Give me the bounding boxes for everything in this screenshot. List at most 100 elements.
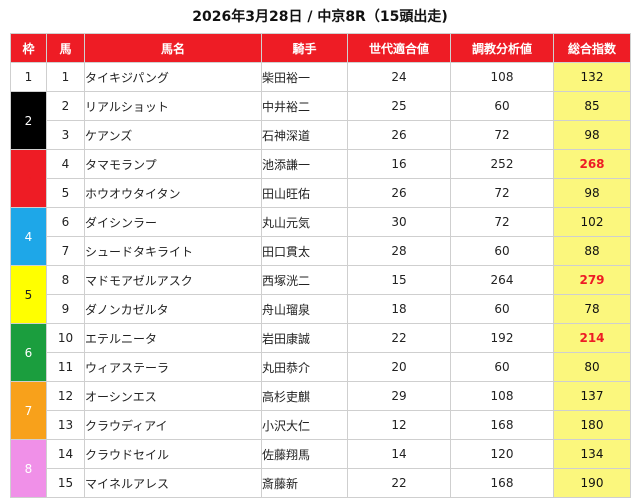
sogo-index: 85	[553, 91, 631, 121]
jockey-name: 丸田恭介	[261, 352, 348, 382]
horse-number: 13	[46, 410, 85, 440]
sogo-index: 137	[553, 381, 631, 411]
frame-cell: 3	[10, 149, 47, 208]
frame-cell: 1	[10, 62, 47, 92]
chokyo-value: 60	[450, 352, 554, 382]
horse-name: タマモランプ	[84, 149, 262, 179]
horse-number: 7	[46, 236, 85, 266]
frame-cell: 7	[10, 381, 47, 440]
sogo-index: 279	[553, 265, 631, 295]
page-title: 2026年3月28日 / 中京8R（15頭出走)	[192, 9, 448, 25]
horse-number: 1	[46, 62, 85, 92]
sedai-value: 15	[347, 265, 451, 295]
horse-name: タイキジパング	[84, 62, 262, 92]
table-row: 7 シュードタキライト 田口貫太 28 60 88	[11, 236, 631, 266]
sedai-value: 24	[347, 62, 451, 92]
header-sedai: 世代適合値	[347, 33, 451, 63]
jockey-name: 田山旺佑	[261, 178, 348, 208]
frame-cell: 2	[10, 91, 47, 150]
horse-number: 6	[46, 207, 85, 237]
chokyo-value: 192	[450, 323, 554, 353]
horse-name: ウィアステーラ	[84, 352, 262, 382]
sogo-index: 190	[553, 468, 631, 498]
jockey-name: 中井裕二	[261, 91, 348, 121]
header-name: 馬名	[84, 33, 262, 63]
sogo-index: 214	[553, 323, 631, 353]
horse-name: エテルニータ	[84, 323, 262, 353]
sedai-value: 18	[347, 294, 451, 324]
sedai-value: 14	[347, 439, 451, 469]
table-row: 7 12 オーシンエス 高杉吏麒 29 108 137	[10, 381, 631, 440]
horse-number: 15	[46, 468, 85, 498]
jockey-name: 岩田康誠	[261, 323, 348, 353]
chokyo-value: 72	[450, 207, 554, 237]
sogo-index: 98	[553, 120, 631, 150]
chokyo-value: 252	[450, 149, 554, 179]
header-row: 枠 馬 馬名 騎手 世代適合値 調教分析値 総合指数	[10, 33, 631, 63]
jockey-name: 佐藤翔馬	[261, 439, 348, 469]
chokyo-value: 60	[450, 236, 554, 266]
horse-name: マイネルアレス	[84, 468, 262, 498]
chokyo-value: 168	[450, 468, 554, 498]
horse-name: ケアンズ	[84, 120, 262, 150]
sogo-index: 88	[553, 236, 631, 266]
sogo-index: 268	[553, 149, 631, 179]
header-uma: 馬	[46, 33, 85, 63]
chokyo-value: 120	[450, 439, 554, 469]
horse-number: 8	[46, 265, 85, 295]
horse-number: 2	[46, 91, 85, 121]
chokyo-value: 264	[450, 265, 554, 295]
header-chokyo: 調教分析値	[450, 33, 554, 63]
table-row: 9 ダノンカゼルタ 舟山瑠泉 18 60 78	[11, 294, 631, 324]
chokyo-value: 60	[450, 294, 554, 324]
horse-number: 5	[46, 178, 85, 208]
horse-number: 10	[46, 323, 85, 353]
sedai-value: 28	[347, 236, 451, 266]
frame-cell: 8	[10, 439, 47, 498]
horse-number: 14	[46, 439, 85, 469]
sedai-value: 26	[347, 178, 451, 208]
table-row: 13 クラウディアイ 小沢大仁 12 168 180	[11, 410, 631, 440]
chokyo-value: 168	[450, 410, 554, 440]
sedai-value: 29	[347, 381, 451, 411]
table-row: 1 1 タイキジパング 柴田裕一 24 108 132	[10, 62, 631, 92]
sogo-index: 78	[553, 294, 631, 324]
jockey-name: 田口貫太	[261, 236, 348, 266]
sedai-value: 22	[347, 323, 451, 353]
table-row: 4 6 ダイシンラー 丸山元気 30 72 102	[10, 207, 631, 266]
table-row: 5 ホウオウタイタン 田山旺佑 26 72 98	[11, 178, 631, 208]
table-row: 2 2 リアルショット 中井裕二 25 60 85	[10, 91, 631, 150]
horse-number: 12	[46, 381, 85, 411]
sogo-index: 134	[553, 439, 631, 469]
sedai-value: 22	[347, 468, 451, 498]
horse-name: オーシンエス	[84, 381, 262, 411]
sogo-index: 180	[553, 410, 631, 440]
chokyo-value: 108	[450, 381, 554, 411]
jockey-name: 柴田裕一	[261, 62, 348, 92]
race-table: 枠 馬 馬名 騎手 世代適合値 調教分析値 総合指数 1 1 タイキジパング 柴田裕一…	[10, 33, 631, 498]
horse-name: マドモアゼルアスク	[84, 265, 262, 295]
horse-name: リアルショット	[84, 91, 262, 121]
sedai-value: 30	[347, 207, 451, 237]
horse-name: クラウドセイル	[84, 439, 262, 469]
table-row: 5 8 マドモアゼルアスク 西塚洸二 15 264 279	[10, 265, 631, 324]
jockey-name: 西塚洸二	[261, 265, 348, 295]
sedai-value: 25	[347, 91, 451, 121]
sedai-value: 26	[347, 120, 451, 150]
jockey-name: 斎藤新	[261, 468, 348, 498]
horse-name: ダイシンラー	[84, 207, 262, 237]
chokyo-value: 108	[450, 62, 554, 92]
sogo-index: 102	[553, 207, 631, 237]
sedai-value: 12	[347, 410, 451, 440]
table-row: 15 マイネルアレス 斎藤新 22 168 190	[11, 468, 631, 498]
chokyo-value: 60	[450, 91, 554, 121]
table-row: 6 10 エテルニータ 岩田康誠 22 192 214	[10, 323, 631, 382]
frame-cell: 6	[10, 323, 47, 382]
table-row: 3 4 タマモランプ 池添謙一 16 252 268	[10, 149, 631, 208]
horse-name: クラウディアイ	[84, 410, 262, 440]
sogo-index: 98	[553, 178, 631, 208]
chokyo-value: 72	[450, 178, 554, 208]
jockey-name: 舟山瑠泉	[261, 294, 348, 324]
race-table-body: 1 1 タイキジパング 柴田裕一 24 108 132 2 2 リアルショット 中井裕二 25 60 85…	[10, 62, 631, 498]
horse-number: 11	[46, 352, 85, 382]
